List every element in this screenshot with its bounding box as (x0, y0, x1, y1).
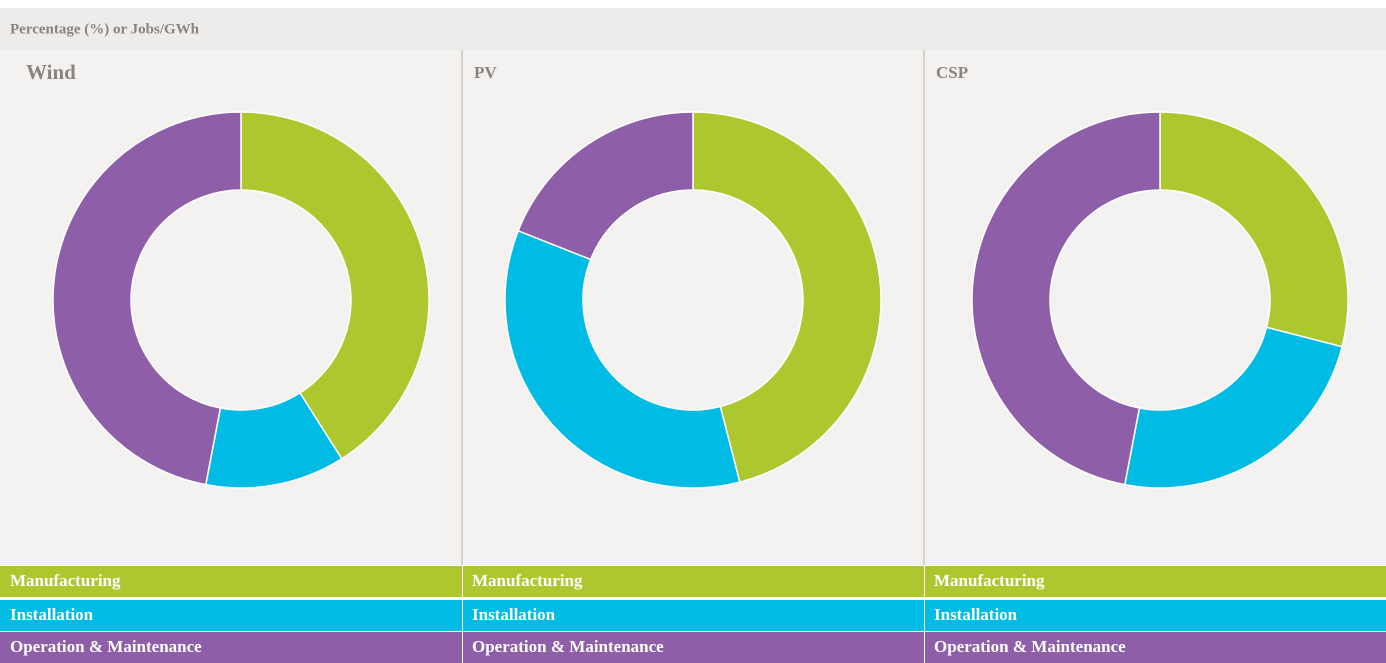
donut-segment (504, 229, 741, 489)
chart-title: CSP (936, 63, 968, 82)
legend-swatch (0, 632, 462, 663)
legend-swatch (463, 600, 924, 631)
legend-swatch (925, 632, 1386, 663)
legend-label: Installation (934, 605, 1018, 624)
legend-label: Operation & Maintenance (934, 637, 1126, 656)
header-band (0, 8, 1386, 50)
legend-label: Manufacturing (10, 571, 121, 590)
units-label: Percentage (%) or Jobs/GWh (10, 21, 200, 37)
legend-label: Operation & Maintenance (472, 637, 664, 656)
donut-segment (1159, 111, 1349, 348)
donut-segment (52, 111, 242, 486)
donut-segment (971, 111, 1161, 486)
chart-title: Wind (26, 60, 76, 84)
legend-swatch (0, 566, 462, 597)
donut-segment (1123, 326, 1344, 489)
legend-label: Operation & Maintenance (10, 637, 202, 656)
legend-label: Manufacturing (934, 571, 1045, 590)
legend-swatch (0, 600, 462, 631)
donut-segment (517, 111, 694, 261)
legend-label: Installation (10, 605, 94, 624)
legend-swatch (463, 632, 924, 663)
donut-segment (692, 111, 882, 484)
legend-swatch (463, 566, 924, 597)
legend-swatch (925, 566, 1386, 597)
legend-swatch (925, 600, 1386, 631)
legend-label: Installation (472, 605, 556, 624)
donut-segment (240, 111, 430, 460)
legend-label: Manufacturing (472, 571, 583, 590)
chart-title: PV (474, 63, 497, 82)
